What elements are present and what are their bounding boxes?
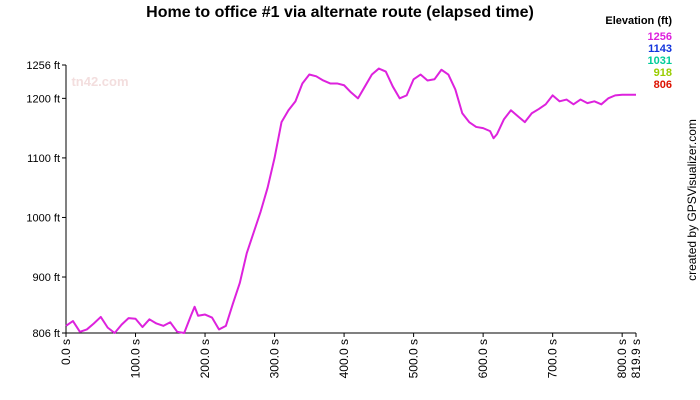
y-tick-label: 1256 ft <box>26 60 60 72</box>
legend-value: 1143 <box>648 43 672 55</box>
legend-title: Elevation (ft) <box>605 15 672 27</box>
x-tick-label: 300.0 s <box>268 339 282 378</box>
x-tick-label: 200.0 s <box>198 339 212 378</box>
y-tick-label: 1200 ft <box>26 93 60 105</box>
watermark: tn42.com <box>71 74 128 89</box>
x-tick-label: 800.0 s <box>615 339 629 378</box>
credit: created by GPSVisualizer.com <box>685 119 699 281</box>
x-tick-label: 500.0 s <box>407 339 421 378</box>
x-tick-label: 819.9 s <box>629 339 643 378</box>
y-tick-label: 900 ft <box>32 272 60 284</box>
chart-title: Home to office #1 via alternate route (e… <box>146 4 534 21</box>
x-tick-label: 600.0 s <box>476 339 490 378</box>
x-tick-label: 700.0 s <box>546 339 560 378</box>
elevation-line <box>65 67 636 334</box>
y-tick-label: 1100 ft <box>27 153 60 165</box>
legend-value: 806 <box>654 79 672 91</box>
x-tick-label: 400.0 s <box>337 339 351 378</box>
y-tick-label: 1000 ft <box>26 212 60 224</box>
legend-value: 1256 <box>648 31 672 43</box>
legend-value: 918 <box>654 67 672 79</box>
x-tick-label: 100.0 s <box>129 339 143 378</box>
y-tick-label: 806 ft <box>32 328 60 340</box>
x-tick-label: 0.0 s <box>59 339 73 365</box>
legend-value: 1031 <box>648 55 672 67</box>
